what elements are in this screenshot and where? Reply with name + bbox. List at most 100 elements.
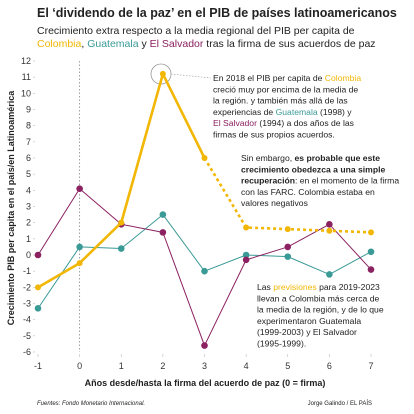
data-point xyxy=(284,243,292,251)
text-run: Colombia xyxy=(325,73,362,83)
text-run: experiencias de xyxy=(213,107,276,117)
annotation-line: (1999-2003) y El Salvador xyxy=(257,327,357,337)
y-tick-label: -3 xyxy=(23,299,31,309)
data-point xyxy=(76,185,83,193)
x-tick-label: 0 xyxy=(77,361,82,371)
text-run: recuperación xyxy=(241,176,295,186)
data-point xyxy=(284,226,291,233)
text-run: (1994) a dos años de las xyxy=(257,118,354,128)
x-tick-label: 7 xyxy=(368,361,373,371)
y-tick-label: 4 xyxy=(26,185,31,195)
annotation-line: firmas de sus propios acuerdos. xyxy=(213,130,335,140)
data-point xyxy=(159,229,167,236)
annotation-line: valores negativos xyxy=(241,198,308,208)
data-point xyxy=(284,253,292,260)
y-tick-label: 8 xyxy=(26,121,31,131)
text-run: Guatemala xyxy=(87,38,139,50)
connector xyxy=(170,73,212,79)
y-tick-label: -1 xyxy=(23,266,31,276)
y-tick-label: 7 xyxy=(26,137,31,147)
data-point xyxy=(35,284,41,291)
text-run: (1995-1999). xyxy=(257,339,306,349)
data-point xyxy=(368,229,374,236)
y-tick-label: 2 xyxy=(26,218,31,228)
text-run: tras la firma de sus acuerdos de paz xyxy=(203,38,375,50)
data-point xyxy=(201,267,208,275)
text-run: firmas de sus propios acuerdos. xyxy=(213,130,335,140)
data-point xyxy=(159,70,166,77)
x-tick-label: 3 xyxy=(202,361,207,371)
data-point xyxy=(201,155,208,161)
x-tick-label: 6 xyxy=(327,361,332,371)
y-tick-label: -5 xyxy=(23,331,31,341)
text-run: El Salvador xyxy=(213,118,257,128)
y-tick-label: 6 xyxy=(26,153,31,163)
annotation-line: llevan a Colombia más cerca de xyxy=(257,293,380,303)
x-axis-label: Años desde/hasta la firma del acuerdo de… xyxy=(85,378,326,388)
data-point xyxy=(76,243,83,251)
text-run: con las FARC. Colombia estaba en xyxy=(241,187,375,197)
annotation-line: la media de la región, y de lo que xyxy=(257,305,384,315)
data-point xyxy=(118,219,125,226)
y-tick-label: 9 xyxy=(26,105,31,115)
annotation-line: El Salvador (1994) a dos años de las xyxy=(213,118,354,128)
annotation-line: la región. y también más allá de las xyxy=(213,96,348,106)
y-tick-label: -2 xyxy=(23,282,31,292)
annotation-line: En 2018 el PIB per capita de Colombia xyxy=(213,73,361,83)
text-run: (1998) y xyxy=(318,107,353,117)
subtitle-line: Crecimiento extra respecto a la media re… xyxy=(37,25,355,37)
annotation-line: con las FARC. Colombia estaba en xyxy=(241,187,375,197)
text-run: la media de la región, y de lo que xyxy=(257,305,384,315)
annotation-line: creció muy por encima de la media de xyxy=(213,84,358,94)
annotation-line: (1995-1999). xyxy=(257,339,306,349)
x-tick-label: 1 xyxy=(119,361,124,371)
x-tick-label: 5 xyxy=(285,361,290,371)
data-point xyxy=(243,224,250,231)
text-run: previsiones xyxy=(273,282,316,292)
y-tick-label: 0 xyxy=(26,250,31,260)
x-tick-label: 4 xyxy=(244,361,249,371)
text-run: creció muy por encima de la media de xyxy=(213,84,358,94)
x-tick-label: 2 xyxy=(160,361,165,371)
y-tick-label: 1 xyxy=(26,234,31,244)
text-run: (1999-2003) y El Salvador xyxy=(257,327,357,337)
annotation-line: Las previsiones para 2019-2023 xyxy=(257,282,380,292)
data-point xyxy=(326,271,333,278)
credit: Jorge Galindo / EL PAÍS xyxy=(308,400,372,407)
chart-title: El ‘dividendo de la paz’ en el PIB de pa… xyxy=(37,6,397,20)
text-run: Guatemala xyxy=(276,107,318,117)
annotation-line: Sin embargo, es probable que este xyxy=(241,153,380,163)
y-tick-label: 11 xyxy=(22,72,31,82)
data-point xyxy=(76,260,83,267)
annotation-line: crecimiento obedezca a una simple xyxy=(241,164,385,174)
data-point xyxy=(242,256,250,264)
y-tick-label: -6 xyxy=(23,347,31,357)
text-run: valores negativos xyxy=(241,198,308,208)
data-point xyxy=(326,227,333,234)
data-point xyxy=(367,266,375,273)
annotation-line: recuperación: en el momento de la firma xyxy=(241,176,399,186)
x-tick-label: -1 xyxy=(34,361,42,371)
y-tick-label: 10 xyxy=(21,88,31,98)
text-run: Colombia xyxy=(37,38,82,50)
y-tick-label: 5 xyxy=(26,169,31,179)
text-run: Crecimiento extra respecto a la media re… xyxy=(37,25,355,37)
text-run: la región. y también más allá de las xyxy=(213,96,348,106)
data-point xyxy=(326,220,333,228)
data-point xyxy=(117,245,125,252)
annotation-line: experimentaron Guatemala xyxy=(257,316,361,326)
text-run: crecimiento obedezca a una simple xyxy=(241,164,385,174)
text-run: El Salvador xyxy=(150,38,204,50)
text-run: , xyxy=(81,38,87,50)
text-run: : en el momento de la firma xyxy=(295,176,399,186)
data-point xyxy=(367,248,375,256)
subtitle-line: Colombia, Guatemala y El Salvador tras l… xyxy=(37,38,376,50)
subtitle: Crecimiento extra respecto a la media re… xyxy=(37,25,376,50)
data-point xyxy=(201,342,208,349)
y-tick-label: 12 xyxy=(21,56,31,66)
data-point xyxy=(159,211,167,218)
text-run: En 2018 el PIB per capita de xyxy=(213,73,325,83)
annotation-line: experiencias de Guatemala (1998) y xyxy=(213,107,352,117)
